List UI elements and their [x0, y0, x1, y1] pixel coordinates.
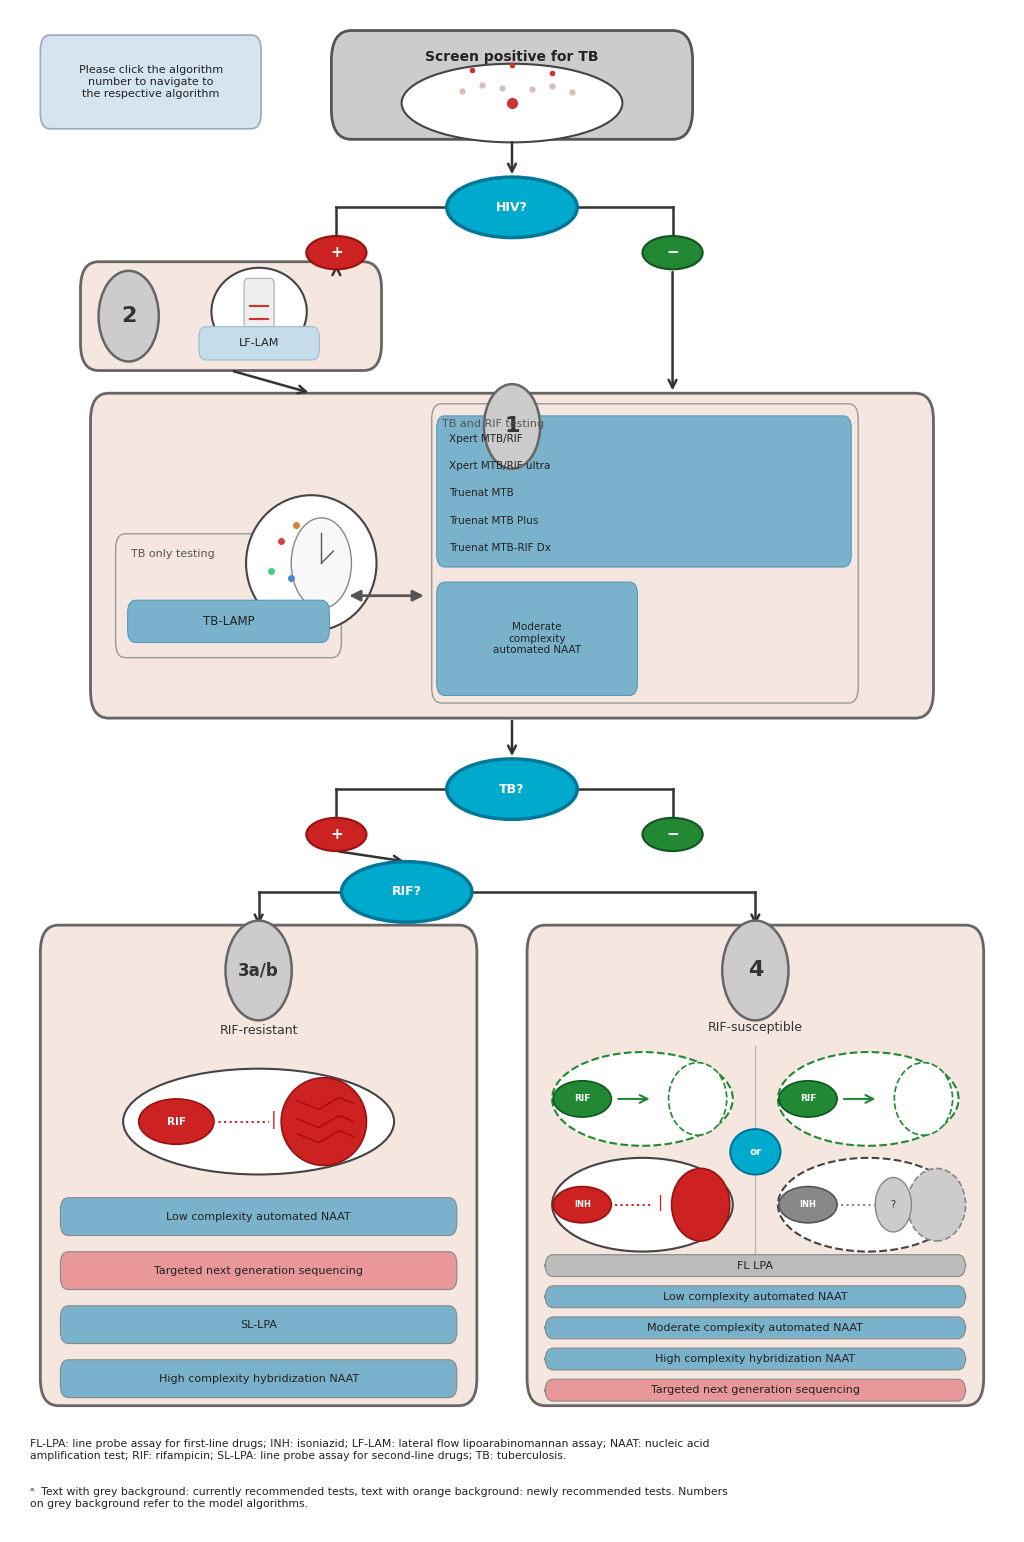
Ellipse shape: [401, 63, 623, 142]
Ellipse shape: [246, 495, 377, 631]
FancyBboxPatch shape: [545, 1348, 966, 1369]
Text: TB?: TB?: [500, 783, 524, 796]
Text: Xpert MTB/RIF ultra: Xpert MTB/RIF ultra: [449, 461, 550, 472]
Text: |: |: [271, 1112, 276, 1129]
FancyBboxPatch shape: [60, 1360, 457, 1397]
Text: |: |: [657, 1195, 663, 1210]
Text: Xpert MTB/RIF: Xpert MTB/RIF: [449, 433, 522, 444]
Text: HIV?: HIV?: [496, 200, 528, 214]
FancyBboxPatch shape: [527, 925, 984, 1406]
Ellipse shape: [730, 1129, 780, 1175]
Ellipse shape: [211, 268, 307, 356]
Ellipse shape: [553, 1081, 611, 1116]
Text: Moderate
complexity
automated NAAT: Moderate complexity automated NAAT: [493, 621, 582, 655]
Text: Low complexity automated NAAT: Low complexity automated NAAT: [166, 1212, 351, 1221]
Ellipse shape: [907, 1169, 966, 1241]
Ellipse shape: [672, 1169, 730, 1241]
Ellipse shape: [779, 1081, 838, 1116]
Text: RIF: RIF: [800, 1095, 816, 1104]
FancyBboxPatch shape: [436, 583, 637, 695]
FancyBboxPatch shape: [244, 279, 274, 342]
Text: 1: 1: [504, 416, 520, 436]
Text: Truenat MTB: Truenat MTB: [449, 489, 513, 498]
Text: +: +: [330, 827, 343, 842]
Text: TB only testing: TB only testing: [131, 549, 214, 558]
FancyBboxPatch shape: [432, 404, 858, 703]
Ellipse shape: [552, 1052, 733, 1146]
FancyBboxPatch shape: [60, 1252, 457, 1289]
Text: LF-LAM: LF-LAM: [239, 338, 280, 348]
Text: High complexity hybridization NAAT: High complexity hybridization NAAT: [159, 1374, 358, 1383]
Text: Truenat MTB Plus: Truenat MTB Plus: [449, 515, 539, 526]
Text: Targeted next generation sequencing: Targeted next generation sequencing: [154, 1266, 364, 1275]
Text: Targeted next generation sequencing: Targeted next generation sequencing: [651, 1385, 860, 1396]
Text: RIF?: RIF?: [391, 885, 422, 899]
Ellipse shape: [778, 1052, 958, 1146]
Text: Screen positive for TB: Screen positive for TB: [425, 51, 599, 65]
Text: +: +: [330, 245, 343, 261]
Text: 3a/b: 3a/b: [239, 962, 279, 979]
FancyBboxPatch shape: [545, 1317, 966, 1338]
FancyBboxPatch shape: [81, 262, 382, 370]
Text: ?: ?: [891, 1200, 896, 1210]
Ellipse shape: [341, 862, 472, 922]
Ellipse shape: [669, 1062, 727, 1135]
FancyBboxPatch shape: [40, 925, 477, 1406]
FancyBboxPatch shape: [436, 416, 851, 567]
Text: INH: INH: [573, 1200, 591, 1209]
Text: 2: 2: [121, 307, 136, 327]
Text: Moderate complexity automated NAAT: Moderate complexity automated NAAT: [647, 1323, 863, 1332]
Text: FL LPA: FL LPA: [737, 1261, 773, 1271]
Ellipse shape: [138, 1099, 214, 1144]
Text: TB and RIF testing: TB and RIF testing: [441, 419, 544, 429]
Text: SL-LPA: SL-LPA: [240, 1320, 278, 1329]
Text: RIF-susceptible: RIF-susceptible: [708, 1021, 803, 1035]
Circle shape: [225, 921, 292, 1021]
Text: −: −: [667, 827, 679, 842]
FancyBboxPatch shape: [545, 1255, 966, 1277]
Ellipse shape: [894, 1062, 952, 1135]
FancyBboxPatch shape: [60, 1306, 457, 1343]
Ellipse shape: [778, 1158, 958, 1252]
Text: High complexity hybridization NAAT: High complexity hybridization NAAT: [655, 1354, 855, 1365]
Text: ᵃ  Text with grey background: currently recommended tests, text with orange back: ᵃ Text with grey background: currently r…: [31, 1488, 728, 1510]
FancyBboxPatch shape: [199, 327, 319, 359]
Text: or: or: [750, 1147, 762, 1156]
Text: RIF-resistant: RIF-resistant: [219, 1024, 298, 1038]
Text: INH: INH: [800, 1200, 816, 1209]
Ellipse shape: [306, 817, 367, 851]
Text: Low complexity automated NAAT: Low complexity automated NAAT: [664, 1292, 848, 1301]
FancyBboxPatch shape: [332, 31, 692, 139]
FancyBboxPatch shape: [90, 393, 934, 719]
Text: −: −: [667, 245, 679, 261]
Circle shape: [484, 384, 540, 469]
Text: RIF: RIF: [167, 1116, 185, 1127]
Text: RIF: RIF: [574, 1095, 591, 1104]
FancyBboxPatch shape: [60, 1198, 457, 1235]
FancyBboxPatch shape: [128, 600, 330, 643]
Circle shape: [722, 921, 788, 1021]
Ellipse shape: [553, 1187, 611, 1223]
Ellipse shape: [552, 1158, 733, 1252]
FancyBboxPatch shape: [116, 534, 341, 658]
Text: Please click the algorithm
number to navigate to
the respective algorithm: Please click the algorithm number to nav…: [79, 65, 223, 99]
FancyBboxPatch shape: [545, 1379, 966, 1402]
Ellipse shape: [446, 177, 578, 237]
Ellipse shape: [642, 817, 702, 851]
Circle shape: [291, 518, 351, 609]
FancyBboxPatch shape: [545, 1286, 966, 1308]
Ellipse shape: [446, 759, 578, 819]
Text: FL-LPA: line probe assay for first-line drugs; INH: isoniazid; LF-LAM: lateral f: FL-LPA: line probe assay for first-line …: [31, 1439, 710, 1460]
Ellipse shape: [282, 1078, 367, 1166]
Text: 4: 4: [748, 961, 763, 981]
FancyBboxPatch shape: [40, 35, 261, 130]
Ellipse shape: [642, 236, 702, 270]
Text: Truenat MTB-RIF Dx: Truenat MTB-RIF Dx: [449, 543, 551, 554]
Ellipse shape: [123, 1069, 394, 1175]
Circle shape: [876, 1178, 911, 1232]
Circle shape: [98, 271, 159, 361]
Text: TB-LAMP: TB-LAMP: [203, 615, 254, 628]
Ellipse shape: [779, 1187, 838, 1223]
Ellipse shape: [306, 236, 367, 270]
